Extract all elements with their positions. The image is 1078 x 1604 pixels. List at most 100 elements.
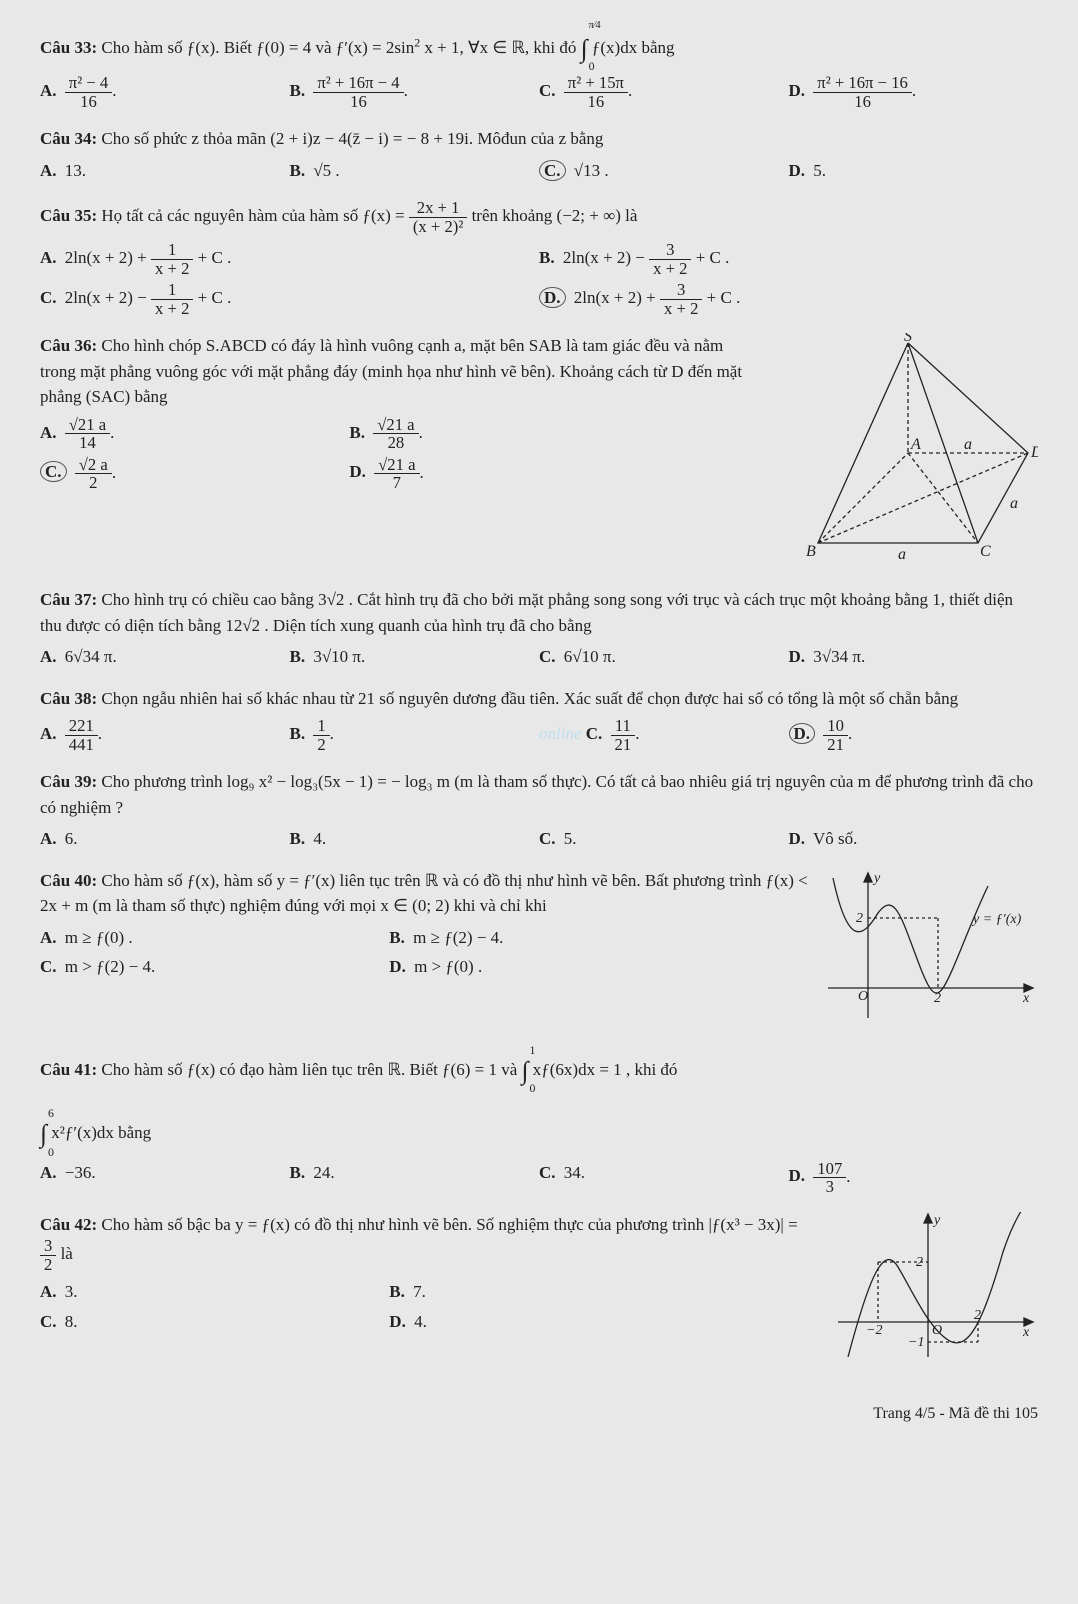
q33-text-pre: Cho hàm số ƒ(x). Biết ƒ(0) = 4 và ƒ′(x) … — [101, 38, 414, 57]
svg-text:2: 2 — [934, 991, 941, 1006]
q40-choices: A. m ≥ ƒ(0) . B. m ≥ ƒ(2) − 4. C. m > ƒ(… — [40, 923, 739, 982]
q36-choices: A. √21 a14. B. √21 a28. C. √2 a2. D. √21… — [40, 414, 659, 494]
question-37: Câu 37: Cho hình trụ có chiều cao bằng 3… — [40, 587, 1038, 672]
pyramid-svg: S A B C D a a a — [758, 333, 1038, 563]
q42-diagram: y x O −2 2 2 −1 — [828, 1212, 1038, 1362]
svg-text:O: O — [932, 1323, 942, 1338]
page-footer: Trang 4/5 - Mã đề thi 105 — [40, 1402, 1038, 1426]
integral-symbol: ∫ — [522, 1056, 529, 1085]
curve-svg: y x O 2 2 y = ƒ′(x) — [818, 868, 1038, 1028]
q42-text-post: là — [61, 1244, 73, 1263]
q38-choice-b: B. 12. — [290, 715, 540, 755]
q42-label: Câu 42: — [40, 1215, 97, 1234]
q41-choice-a: A. −36. — [40, 1158, 290, 1198]
question-39: Câu 39: Cho phương trình log₉ x² − log₃(… — [40, 769, 1038, 854]
svg-text:a: a — [898, 546, 906, 563]
q41-choice-b: B. 24. — [290, 1158, 540, 1198]
q41-label: Câu 41: — [40, 1060, 97, 1079]
q38-text: Chọn ngẫu nhiên hai số khác nhau từ 21 s… — [101, 689, 958, 708]
svg-text:−2: −2 — [866, 1323, 882, 1338]
question-42: y x O −2 2 2 −1 Câu 42: Cho hàm số bậc b… — [40, 1212, 1038, 1372]
svg-text:y: y — [872, 871, 881, 886]
q40-diagram: y x O 2 2 y = ƒ′(x) — [818, 868, 1038, 1028]
question-38: Câu 38: Chọn ngẫu nhiên hai số khác nhau… — [40, 686, 1038, 755]
q33-choice-a: A. π² − 416. — [40, 72, 290, 112]
svg-text:B: B — [806, 543, 816, 560]
q36-text: Cho hình chóp S.ABCD có đáy là hình vuôn… — [40, 336, 742, 406]
q39-label: Câu 39: — [40, 772, 97, 791]
q40-choice-c: C. m > ƒ(2) − 4. — [40, 952, 389, 982]
q33-int-lower: 0 — [589, 58, 595, 76]
q41-text-pre: Cho hàm số ƒ(x) có đạo hàm liên tục trên… — [101, 1060, 521, 1079]
q33-choices: A. π² − 416. B. π² + 16π − 416. C. π² + … — [40, 72, 1038, 112]
cubic-svg: y x O −2 2 2 −1 — [828, 1212, 1038, 1362]
q42-choice-a: A. 3. — [40, 1277, 389, 1307]
question-41: Câu 41: Cho hàm số ƒ(x) có đạo hàm liên … — [40, 1052, 1038, 1198]
svg-text:C: C — [980, 543, 991, 560]
q40-choice-a: A. m ≥ ƒ(0) . — [40, 923, 389, 953]
q35-choice-d: D. 2ln(x + 2) + 3x + 2 + C . — [539, 279, 1038, 319]
q33-int-body: ƒ(x)dx — [592, 38, 637, 57]
integral-symbol: ∫ — [581, 34, 588, 63]
q36-diagram: S A B C D a a a — [758, 333, 1038, 563]
q36-choice-c: C. √2 a2. — [40, 454, 349, 494]
svg-text:a: a — [964, 436, 972, 453]
q33-choice-c: C. π² + 15π16. — [539, 72, 789, 112]
svg-text:y = ƒ′(x): y = ƒ′(x) — [971, 912, 1022, 927]
q36-choice-d: D. √21 a7. — [349, 454, 658, 494]
q42-choice-d: D. 4. — [389, 1307, 738, 1337]
svg-text:2: 2 — [856, 911, 863, 926]
q33-text-mid: x + 1, ∀x ∈ ℝ, khi đó — [424, 38, 580, 57]
svg-text:2: 2 — [974, 1308, 981, 1323]
q39-choice-d: D. Vô số. — [789, 824, 1039, 854]
q37-choice-a: A. 6√34 π. — [40, 642, 290, 672]
svg-text:a: a — [1010, 495, 1018, 512]
svg-text:x: x — [1022, 1325, 1030, 1340]
svg-text:−1: −1 — [908, 1335, 924, 1350]
q41-choice-d: D. 1073. — [789, 1158, 1039, 1198]
q40-choice-d: D. m > ƒ(0) . — [389, 952, 738, 982]
q33-label: Câu 33: — [40, 38, 97, 57]
svg-text:S: S — [904, 333, 912, 345]
svg-text:x: x — [1022, 991, 1030, 1006]
question-36: S A B C D a a a Câu 36: Cho hình chóp S.… — [40, 333, 1038, 573]
q35-text-post: trên khoảng (−2; + ∞) là — [472, 206, 638, 225]
q40-choice-b: B. m ≥ ƒ(2) − 4. — [389, 923, 738, 953]
question-40: y x O 2 2 y = ƒ′(x) Câu 40: Cho hàm số ƒ… — [40, 868, 1038, 1038]
q34-text: Cho số phức z thỏa mãn (2 + i)z − 4(z̄ −… — [101, 129, 603, 148]
q42-text-pre: Cho hàm số bậc ba y = ƒ(x) có đồ thị như… — [101, 1215, 797, 1234]
question-34: Câu 34: Cho số phức z thỏa mãn (2 + i)z … — [40, 126, 1038, 185]
question-35: Câu 35: Họ tất cả các nguyên hàm của hàm… — [40, 199, 1038, 319]
q33-choice-d: D. π² + 16π − 1616. — [789, 72, 1039, 112]
q35-choice-b: B. 2ln(x + 2) − 3x + 2 + C . — [539, 239, 1038, 279]
q35-choice-c: C. 2ln(x + 2) − 1x + 2 + C . — [40, 279, 539, 319]
q35-label: Câu 35: — [40, 206, 97, 225]
q36-choice-b: B. √21 a28. — [349, 414, 658, 454]
q40-label: Câu 40: — [40, 871, 97, 890]
q37-label: Câu 37: — [40, 590, 97, 609]
question-33: Câu 33: Cho hàm số ƒ(x). Biết ƒ(0) = 4 v… — [40, 30, 1038, 112]
q34-choice-a: A. 13. — [40, 156, 290, 186]
q39-choices: A. 6. B. 4. C. 5. D. Vô số. — [40, 824, 1038, 854]
q37-choice-b: B. 3√10 π. — [290, 642, 540, 672]
q38-choice-a: A. 221441. — [40, 715, 290, 755]
q37-choice-d: D. 3√34 π. — [789, 642, 1039, 672]
q33-choice-b: B. π² + 16π − 416. — [290, 72, 540, 112]
q33-text-post: bằng — [641, 38, 674, 57]
q35-choices: A. 2ln(x + 2) + 1x + 2 + C . B. 2ln(x + … — [40, 239, 1038, 319]
q33-int-upper: π⁄4 — [589, 18, 601, 33]
q39-text: Cho phương trình log₉ x² − log₃(5x − 1) … — [40, 772, 1033, 817]
q34-choice-b: B. √5 . — [290, 156, 540, 186]
q36-label: Câu 36: — [40, 336, 97, 355]
q42-choice-b: B. 7. — [389, 1277, 738, 1307]
svg-text:A: A — [910, 436, 921, 453]
integral-symbol: ∫ — [40, 1119, 47, 1148]
q39-choice-b: B. 4. — [290, 824, 540, 854]
svg-text:D: D — [1030, 444, 1038, 461]
q38-choice-c: online C. 1121. — [539, 715, 789, 755]
q39-choice-a: A. 6. — [40, 824, 290, 854]
svg-text:2: 2 — [916, 1255, 923, 1270]
q34-choice-d: D. 5. — [789, 156, 1039, 186]
q34-choices: A. 13. B. √5 . C. √13 . D. 5. — [40, 156, 1038, 186]
q38-label: Câu 38: — [40, 689, 97, 708]
